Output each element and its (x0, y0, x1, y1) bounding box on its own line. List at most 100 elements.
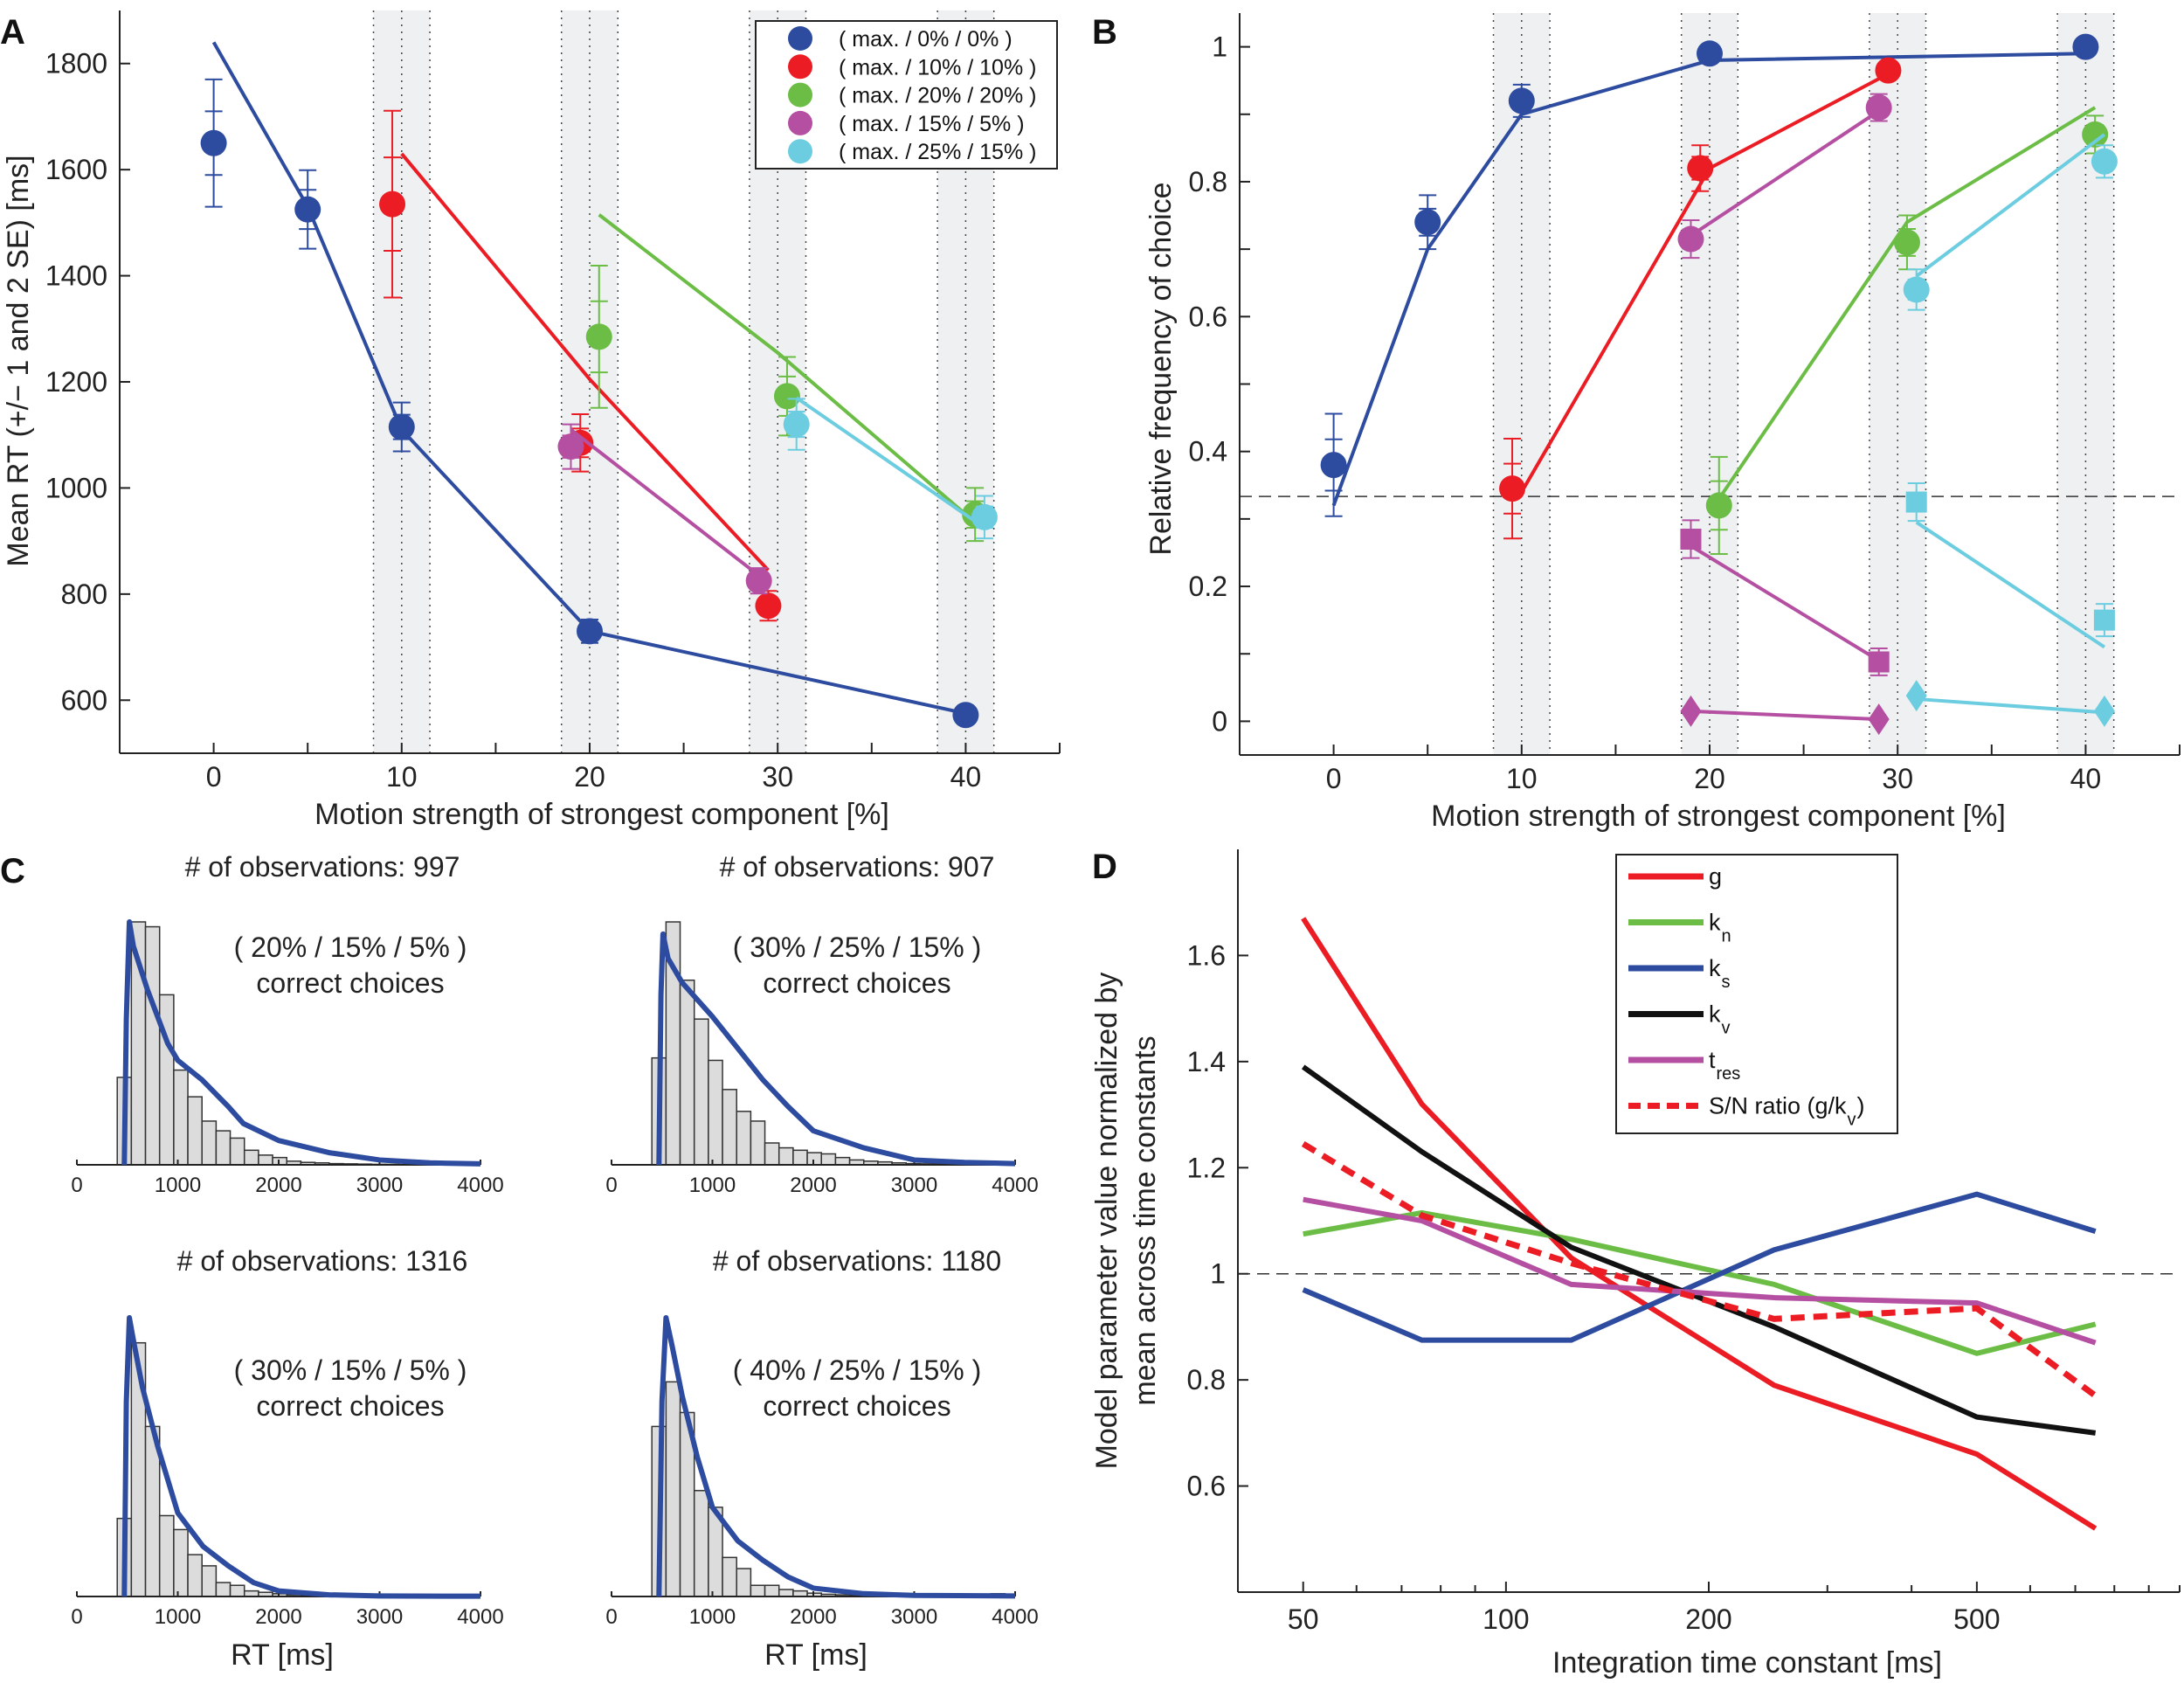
x-tick-label: 20 (574, 761, 605, 793)
histogram-bar (834, 1156, 851, 1166)
x-axis-label: Integration time constant [ms] (1552, 1646, 1942, 1680)
histogram-subplot: 0 1000 2000 3000 4000 # of observations: 1180… (605, 1245, 1038, 1629)
x-tick-label: 20 (1694, 763, 1725, 794)
data-point (1677, 225, 1704, 253)
x-tick-label: 0 (71, 1605, 82, 1629)
legend-label-main: k (1709, 1001, 1721, 1028)
y-tick-label: 0.6 (1189, 301, 1227, 332)
histogram-bar (258, 1154, 273, 1166)
legend-marker (788, 110, 812, 135)
data-point-square (1905, 491, 1927, 513)
histogram-bar (665, 1381, 681, 1597)
observation-count: # of observations: 1316 (177, 1245, 468, 1277)
histogram-bar (693, 1018, 709, 1166)
y-tick-label: 1600 (45, 154, 107, 185)
x-tick-label: 0 (206, 761, 222, 793)
legend-label-subscript: res (1717, 1064, 1741, 1084)
histogram-bar (201, 1120, 218, 1166)
x-tick-label: 1000 (689, 1174, 736, 1197)
model-line-cyan (795, 396, 986, 530)
condition-sublabel: correct choices (256, 967, 444, 999)
data-point (2072, 33, 2099, 60)
panel-letter: A (0, 13, 25, 52)
x-tick-label: 2000 (790, 1174, 836, 1197)
histogram-bar (750, 1584, 766, 1597)
data-point (2082, 121, 2109, 148)
panel-b: B 0 10 20 30 40 0 0.2 0.4 0.6 0.8 1 Motion strength … (1092, 13, 2181, 833)
condition-sublabel: correct choices (763, 967, 950, 999)
x-tick-label: 4000 (457, 1174, 503, 1197)
histogram-bar (722, 1556, 737, 1597)
x-tick-label: 2000 (790, 1605, 836, 1629)
data-point-square (1868, 651, 1890, 673)
data-point (1499, 475, 1526, 502)
x-tick-label: 2000 (255, 1174, 301, 1197)
data-point-diamond (2093, 695, 2115, 727)
legend-label-tail: ) (1857, 1093, 1865, 1119)
x-tick-label: 2000 (255, 1605, 301, 1629)
legend-label-subscript: n (1722, 927, 1731, 946)
condition-label: ( 30% / 25% / 15% ) (733, 932, 982, 963)
legend-marker (788, 82, 812, 107)
data-point (783, 411, 810, 438)
x-tick-label: 0 (71, 1174, 82, 1197)
model-fit-curve (121, 919, 481, 1167)
histogram-bar (243, 1149, 259, 1166)
model-line-magenta (570, 428, 760, 578)
y-tick-label: 0.6 (1187, 1471, 1226, 1502)
data-point (1508, 87, 1535, 114)
observation-count: # of observations: 997 (185, 851, 460, 883)
histogram-bar (215, 1130, 232, 1166)
histogram-bar (158, 1514, 175, 1597)
histogram-bar (736, 1568, 752, 1597)
model-line-green (598, 213, 977, 524)
y-axis-label: Relative frequency of choice (1144, 182, 1178, 555)
model-fit-curve (656, 931, 1016, 1167)
y-tick-label: 1 (1210, 1258, 1226, 1290)
series-line-ks (1302, 1191, 2097, 1343)
model-fit-curve (656, 1315, 1016, 1599)
data-point (773, 383, 800, 410)
histogram-bar (215, 1582, 232, 1597)
histogram-subplot: 0 1000 2000 3000 4000 # of observations: 997 (… (71, 851, 503, 1197)
histogram-bar (722, 1089, 737, 1166)
x-tick-label: 0 (605, 1605, 617, 1629)
legend: ( max. / 0% / 0% ) ( max. / 10% / 10% ) ( … (755, 20, 1058, 170)
data-point (1697, 40, 1723, 67)
series-line-tres (1303, 1196, 2097, 1346)
data-point (379, 190, 406, 218)
data-point (388, 413, 415, 440)
legend-marker (788, 139, 812, 164)
data-point-diamond (1905, 680, 1927, 712)
x-tick-label: 10 (1506, 763, 1538, 794)
y-tick-label: 1 (1212, 31, 1227, 63)
x-tick-label: 3000 (356, 1174, 403, 1197)
condition-label: ( 20% / 15% / 5% ) (234, 932, 467, 963)
y-tick-label: 1.4 (1187, 1046, 1226, 1077)
legend-label-subscript: v (1722, 1019, 1731, 1038)
y-tick-label: 0.2 (1189, 571, 1227, 602)
y-axis-label: mean across time constants (1129, 1035, 1162, 1405)
data-point (294, 196, 321, 223)
x-tick-label: 0 (605, 1174, 617, 1197)
x-tick-label: 200 (1685, 1603, 1731, 1635)
data-point-diamond (1868, 703, 1890, 736)
y-tick-label: 0.8 (1189, 166, 1227, 197)
histogram-bar (806, 1152, 822, 1166)
x-tick-label: 1000 (689, 1605, 736, 1629)
legend-label-main: t (1709, 1047, 1716, 1073)
legend-label-main: k (1709, 955, 1721, 981)
histogram-bar (764, 1142, 780, 1166)
y-tick-label: 1000 (45, 472, 107, 503)
histogram-bar (792, 1149, 808, 1166)
histogram-bar (778, 1146, 794, 1166)
condition-sublabel: correct choices (763, 1390, 950, 1422)
model-line-cyan (1915, 521, 2106, 649)
observation-count: # of observations: 1180 (713, 1245, 1001, 1277)
x-tick-label: 4000 (457, 1605, 503, 1629)
legend-box (1615, 854, 1898, 1134)
x-tick-label: 100 (1482, 1603, 1529, 1635)
histogram-bar (173, 1069, 189, 1166)
x-tick-label: 30 (762, 761, 793, 793)
x-axis-label: Motion strength of strongest component [… (314, 798, 889, 831)
